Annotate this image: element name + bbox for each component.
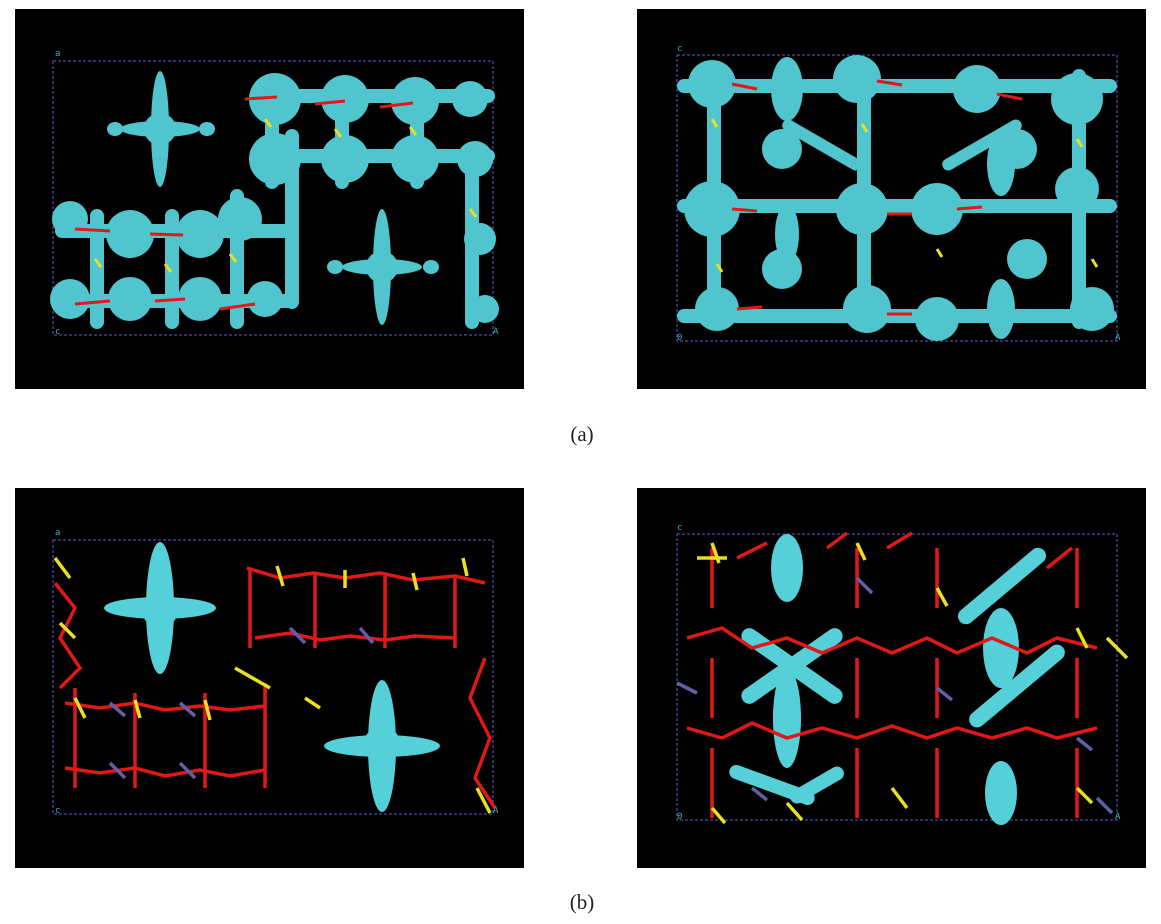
- corner-label-bottom-right: A: [493, 327, 499, 337]
- corner-label-bottom-left: 0: [677, 333, 683, 343]
- density-map-a-right: [676, 54, 1118, 342]
- caption-b: (b): [569, 890, 595, 914]
- corner-label-top-left: c: [677, 523, 683, 533]
- corner-label-bottom-right: A: [493, 806, 499, 816]
- framework-b-left: [52, 539, 497, 815]
- framework-b-right: [676, 531, 1129, 825]
- corner-label-bottom-right: A: [1115, 812, 1121, 822]
- corner-label-bottom-right: A: [1115, 333, 1121, 343]
- corner-label-top-left: c: [677, 44, 683, 54]
- panel-b-right: c 0 A: [637, 488, 1146, 868]
- corner-label-top-left: a: [55, 528, 61, 538]
- caption-a: (a): [570, 422, 594, 446]
- corner-label-top-left: a: [55, 49, 61, 59]
- panel-a-left: a c A: [15, 9, 524, 389]
- corner-label-bottom-left: c: [55, 327, 61, 337]
- corner-label-bottom-left: 0: [677, 812, 683, 822]
- panel-a-right: c 0 A: [637, 9, 1146, 389]
- corner-label-bottom-left: c: [55, 806, 61, 816]
- density-map-a-left: [50, 60, 499, 336]
- panel-b-left: a c A: [15, 488, 524, 868]
